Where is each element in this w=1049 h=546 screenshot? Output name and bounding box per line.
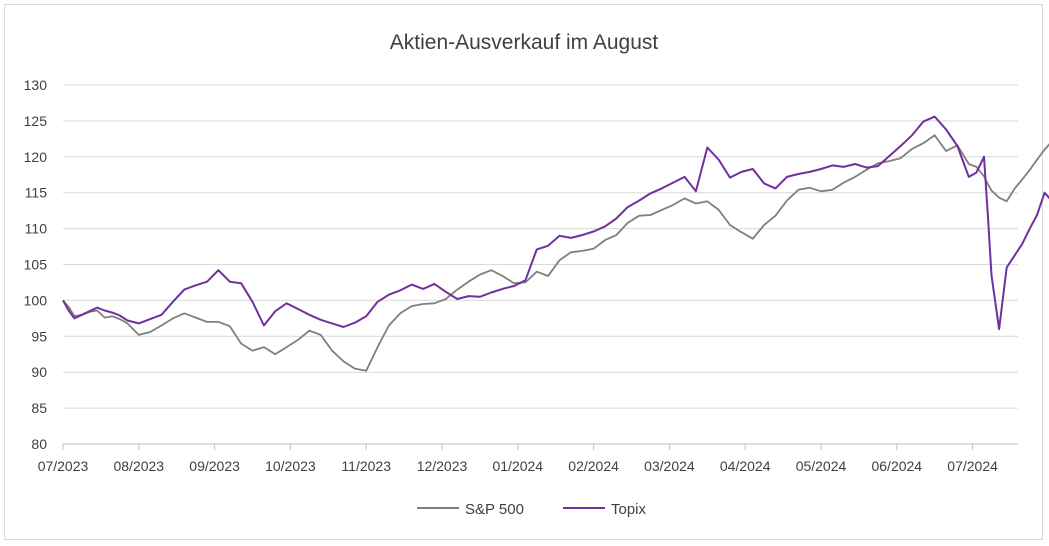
y-axis-ticks: 80 85 90 95 100 105 110 115 120 125 130 [24,77,48,452]
y-tick-label: 110 [25,221,48,237]
x-tick-label: 07/2023 [38,458,89,474]
gridlines [63,84,1018,445]
series-line-topix [62,115,1049,331]
y-tick-label: 105 [24,257,48,273]
legend: S&P 500 Topix [417,501,647,518]
x-tick-label: 02/2024 [568,458,619,474]
x-tick-label: 08/2023 [113,458,164,474]
x-tick-label: 12/2023 [417,458,468,474]
x-axis-ticks: 07/2023 08/2023 09/2023 10/2023 11/2023 12/20… [38,444,998,474]
y-tick-label: 130 [24,77,48,93]
series-line-s-p-500 [62,134,1049,372]
y-tick-label: 115 [25,185,48,201]
y-tick-label: 90 [31,364,47,380]
x-tick-label: 01/2024 [492,458,543,474]
x-tick-label: 10/2023 [265,458,316,474]
y-tick-label: 120 [24,149,48,165]
series-lines [62,115,1049,372]
x-tick-label: 09/2023 [189,458,240,474]
chart-title: Aktien-Ausverkauf im August [390,31,659,54]
y-tick-label: 85 [31,400,47,416]
y-tick-label: 125 [24,113,48,129]
y-tick-label: 100 [24,292,48,308]
x-tick-label: 11/2023 [341,458,391,474]
x-tick-label: 05/2024 [796,458,847,474]
y-tick-label: 80 [31,436,47,452]
legend-label: Topix [611,501,647,518]
chart-frame [4,4,1043,540]
legend-label: S&P 500 [465,501,524,518]
x-tick-label: 03/2024 [644,458,695,474]
x-tick-label: 06/2024 [871,458,922,474]
y-tick-label: 95 [31,328,47,344]
x-tick-label: 04/2024 [720,458,771,474]
x-tick-label: 07/2024 [947,458,998,474]
